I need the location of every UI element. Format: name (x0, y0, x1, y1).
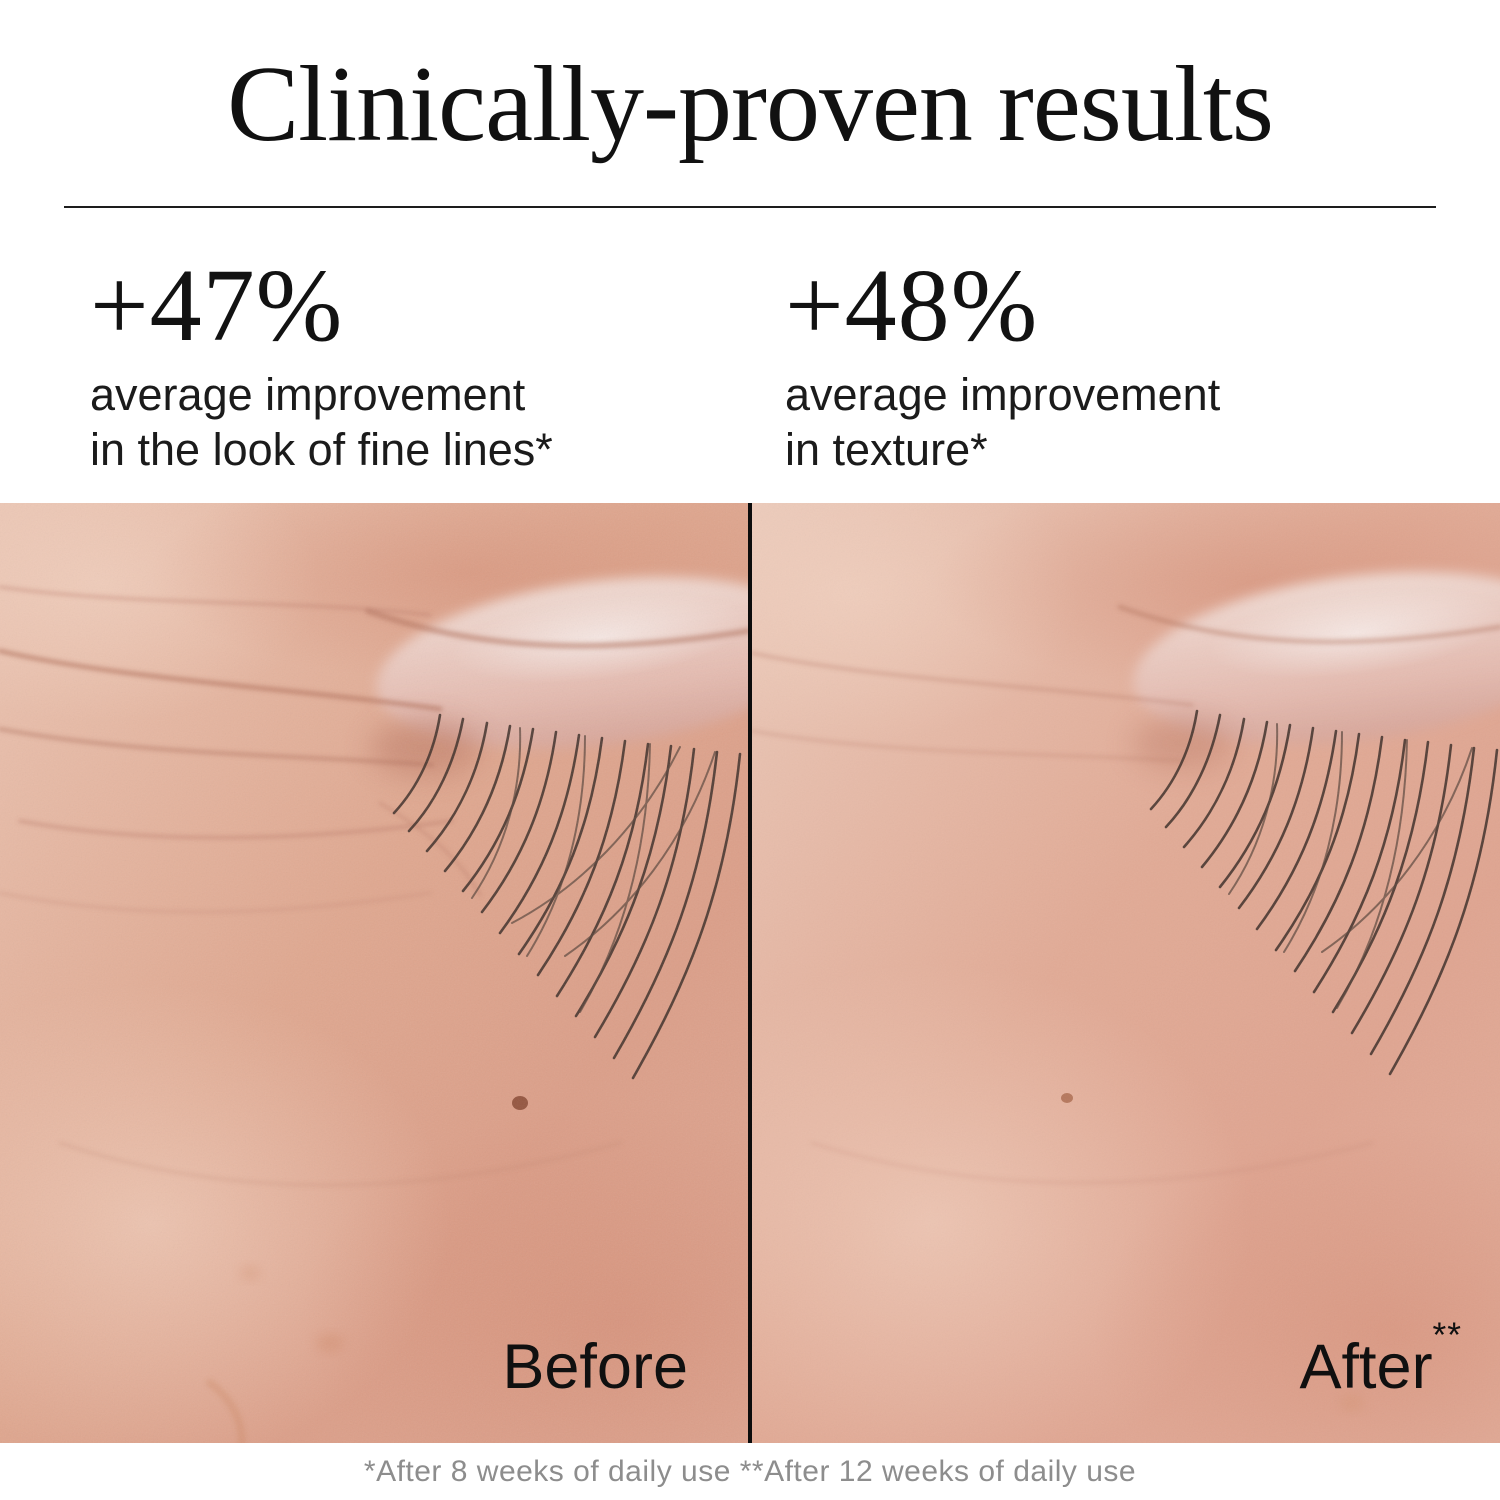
after-label: After** (1300, 1318, 1463, 1399)
stat-fine-lines-value: +47% (90, 247, 344, 363)
after-skin-photo-illustration (752, 502, 1500, 1443)
stat-texture: +48% average improvement in texture* (785, 247, 1480, 478)
stat-texture-desc-line2: in texture* (785, 423, 988, 475)
after-label-asterisks: ** (1432, 1316, 1462, 1356)
title-divider (64, 205, 1436, 208)
stat-fine-lines-desc-line1: average improvement (90, 368, 526, 420)
stat-fine-lines-desc-line2: in the look of fine lines* (90, 423, 553, 475)
stat-fine-lines-desc: average improvement in the look of fine … (90, 368, 785, 478)
photo-divider (748, 502, 752, 1443)
before-label: Before (502, 1331, 688, 1402)
before-after-comparison: Before (0, 502, 1500, 1443)
stat-texture-desc: average improvement in texture* (785, 368, 1480, 478)
stat-texture-desc-line1: average improvement (785, 368, 1221, 420)
before-skin-photo-illustration (0, 502, 748, 1443)
stats-row: +47% average improvement in the look of … (0, 247, 1500, 478)
page-title: Clinically-proven results (227, 45, 1274, 164)
before-photo: Before (0, 502, 748, 1443)
after-label-text: After (1299, 1331, 1433, 1402)
stat-fine-lines: +47% average improvement in the look of … (90, 247, 785, 478)
footnote: *After 8 weeks of daily use **After 12 w… (363, 1454, 1137, 1488)
after-photo: After** (752, 502, 1500, 1443)
stat-texture-value: +48% (785, 247, 1039, 363)
